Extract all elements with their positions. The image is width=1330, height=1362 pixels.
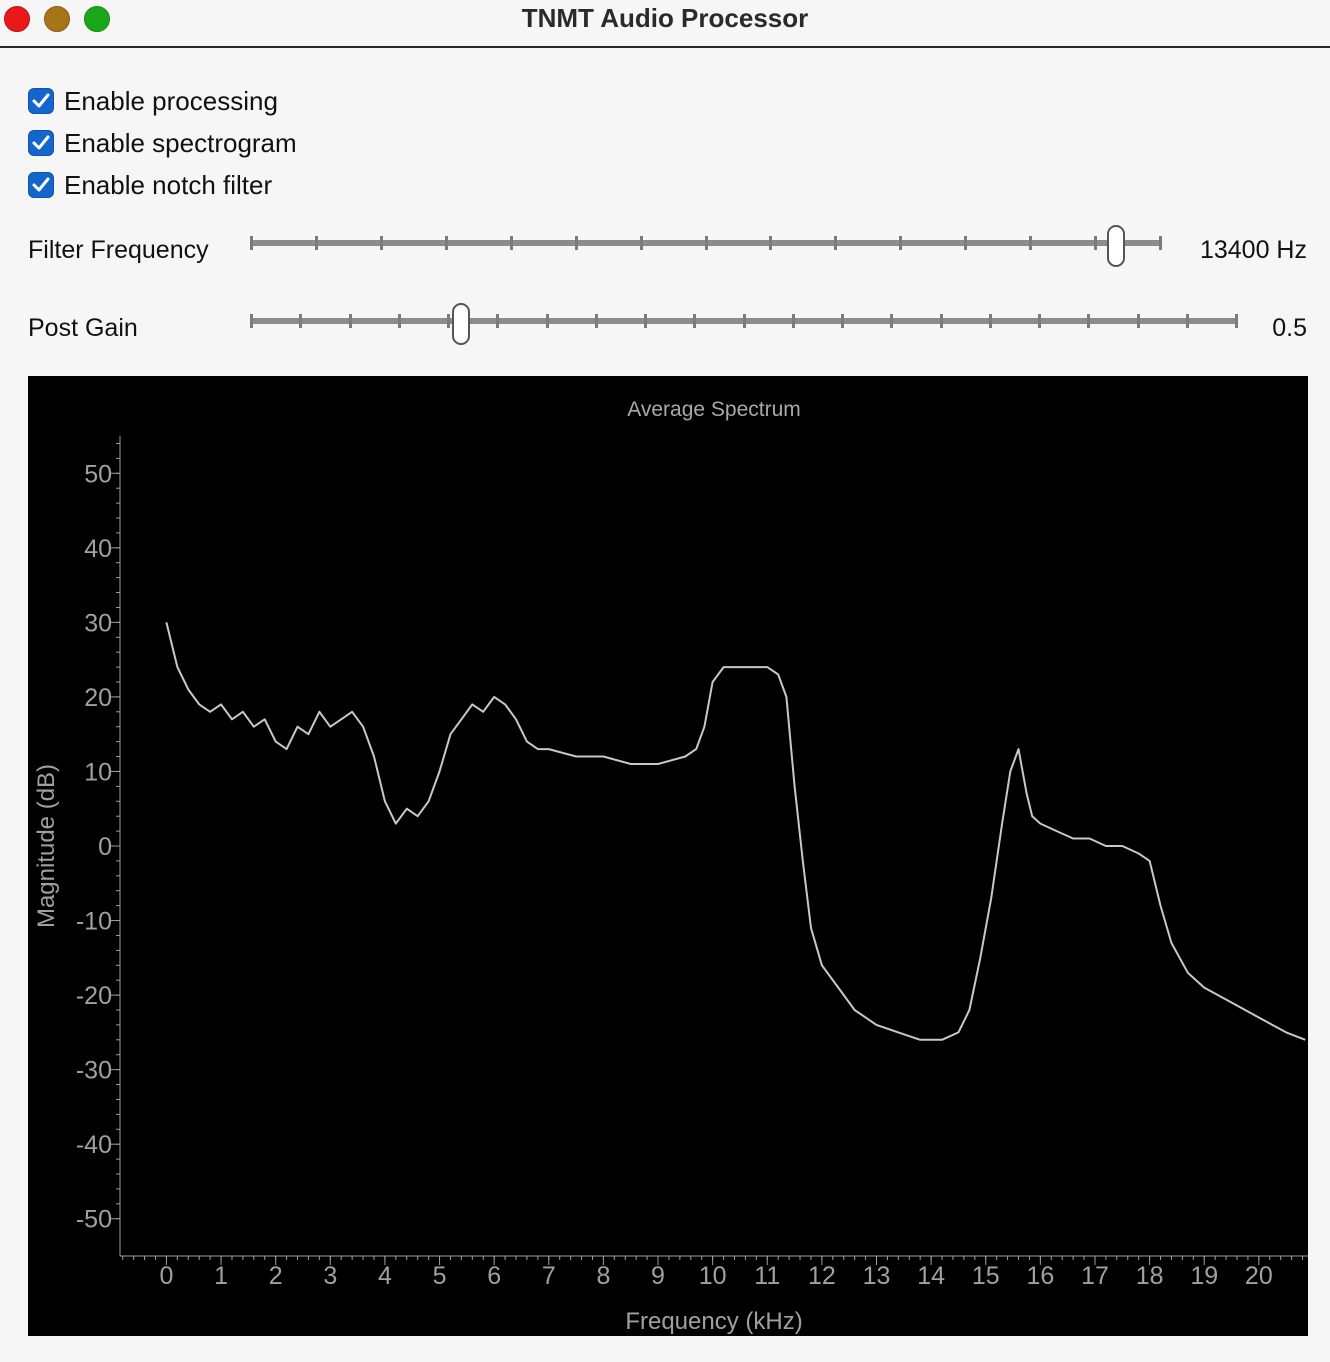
slider-tick	[640, 236, 643, 250]
x-tick-label: 4	[378, 1262, 392, 1290]
x-tick-label: 16	[1026, 1262, 1054, 1290]
chart-title: Average Spectrum	[627, 398, 801, 421]
x-tick-label: 12	[808, 1262, 836, 1290]
enable-spectrogram-row[interactable]: Enable spectrogram	[28, 128, 297, 158]
enable-processing-checkbox[interactable]	[28, 88, 54, 114]
slider-tick	[644, 314, 647, 328]
x-tick-label: 17	[1081, 1262, 1109, 1290]
enable-spectrogram-checkbox[interactable]	[28, 130, 54, 156]
slider-tick	[834, 236, 837, 250]
slider-tick	[1186, 314, 1189, 328]
enable-notch-filter-checkbox[interactable]	[28, 172, 54, 198]
x-tick-label: 15	[972, 1262, 1000, 1290]
x-tick-label: 19	[1190, 1262, 1218, 1290]
filter-frequency-slider[interactable]	[250, 225, 1162, 261]
x-tick-label: 8	[596, 1262, 610, 1290]
slider-tick	[705, 236, 708, 250]
slider-tick	[899, 236, 902, 250]
slider-tick	[964, 236, 967, 250]
slider-tick	[315, 236, 318, 250]
slider-tick	[693, 314, 696, 328]
slider-tick	[1159, 236, 1162, 250]
x-tick-label: 20	[1245, 1262, 1273, 1290]
slider-tick	[380, 236, 383, 250]
slider-tick	[769, 236, 772, 250]
slider-tick	[447, 314, 450, 328]
y-tick-label: 40	[84, 535, 112, 563]
slider-tick	[1087, 314, 1090, 328]
average-spectrum-plot[interactable]: Average Spectrum 50 40 30 20 10 0 -10 -20 -30 -40-…	[28, 376, 1308, 1336]
filter-frequency-label: Filter Frequency	[28, 236, 209, 265]
post-gain-label: Post Gain	[28, 314, 138, 343]
post-gain-slider[interactable]	[250, 303, 1238, 339]
slider-tick	[1038, 314, 1041, 328]
slider-tick	[496, 314, 499, 328]
x-tick-label: 11	[754, 1262, 780, 1290]
post-gain-slider-handle[interactable]	[452, 303, 470, 345]
slider-tick	[1137, 314, 1140, 328]
y-tick-label: -50	[76, 1206, 112, 1234]
filter-frequency-value: 13400 Hz	[1200, 236, 1307, 265]
slider-tick	[890, 314, 893, 328]
slider-tick	[595, 314, 598, 328]
x-tick-label: 14	[917, 1262, 945, 1290]
window-title: TNMT Audio Processor	[0, 3, 1330, 34]
slider-tick	[940, 314, 943, 328]
x-tick-label: 0	[159, 1262, 173, 1290]
slider-tick	[546, 314, 549, 328]
spectrum-chart: Average Spectrum50403020100-10-20-30-40-…	[28, 376, 1308, 1336]
x-tick-label: 7	[542, 1262, 556, 1290]
y-tick-label: 20	[84, 684, 112, 712]
y-tick-label: -20	[76, 982, 112, 1010]
x-tick-label: 1	[214, 1262, 228, 1290]
slider-tick	[1029, 236, 1032, 250]
slider-tick	[510, 236, 513, 250]
slider-tick	[1235, 314, 1238, 328]
x-tick-label: 13	[863, 1262, 891, 1290]
enable-spectrogram-label: Enable spectrogram	[64, 128, 297, 159]
y-tick-label: -30	[76, 1057, 112, 1085]
checkmark-icon	[31, 133, 51, 153]
post-gain-value: 0.5	[1272, 314, 1307, 343]
enable-notch-filter-label: Enable notch filter	[64, 170, 272, 201]
enable-processing-row[interactable]: Enable processing	[28, 86, 278, 116]
x-tick-label: 10	[699, 1262, 727, 1290]
enable-notch-filter-row[interactable]: Enable notch filter	[28, 170, 272, 200]
slider-tick	[1094, 236, 1097, 250]
slider-tick	[841, 314, 844, 328]
checkmark-icon	[31, 175, 51, 195]
x-tick-label: 2	[269, 1262, 283, 1290]
y-tick-label: -10	[76, 908, 112, 936]
slider-tick	[743, 314, 746, 328]
spectrum-line	[166, 622, 1305, 1039]
slider-tick	[792, 314, 795, 328]
slider-tick	[398, 314, 401, 328]
slider-tick	[250, 236, 253, 250]
y-tick-label: 30	[84, 609, 112, 637]
y-axis-label: Magnitude (dB)	[33, 764, 60, 928]
enable-processing-label: Enable processing	[64, 86, 278, 117]
slider-tick	[250, 314, 253, 328]
filter-frequency-slider-handle[interactable]	[1107, 225, 1125, 267]
x-tick-label: 18	[1136, 1262, 1164, 1290]
x-tick-label: 9	[651, 1262, 665, 1290]
x-tick-label: 3	[323, 1262, 337, 1290]
checkmark-icon	[31, 91, 51, 111]
y-tick-label: -40	[76, 1131, 112, 1159]
x-tick-label: 6	[487, 1262, 501, 1290]
slider-tick	[299, 314, 302, 328]
y-tick-label: 10	[84, 758, 112, 786]
slider-tick	[989, 314, 992, 328]
slider-tick	[575, 236, 578, 250]
title-bar: TNMT Audio Processor	[0, 0, 1330, 48]
x-tick-label: 5	[433, 1262, 447, 1290]
slider-tick	[445, 236, 448, 250]
slider-tick	[349, 314, 352, 328]
y-tick-label: 50	[84, 460, 112, 488]
y-tick-label: 0	[98, 833, 112, 861]
x-axis-label: Frequency (kHz)	[625, 1308, 802, 1335]
